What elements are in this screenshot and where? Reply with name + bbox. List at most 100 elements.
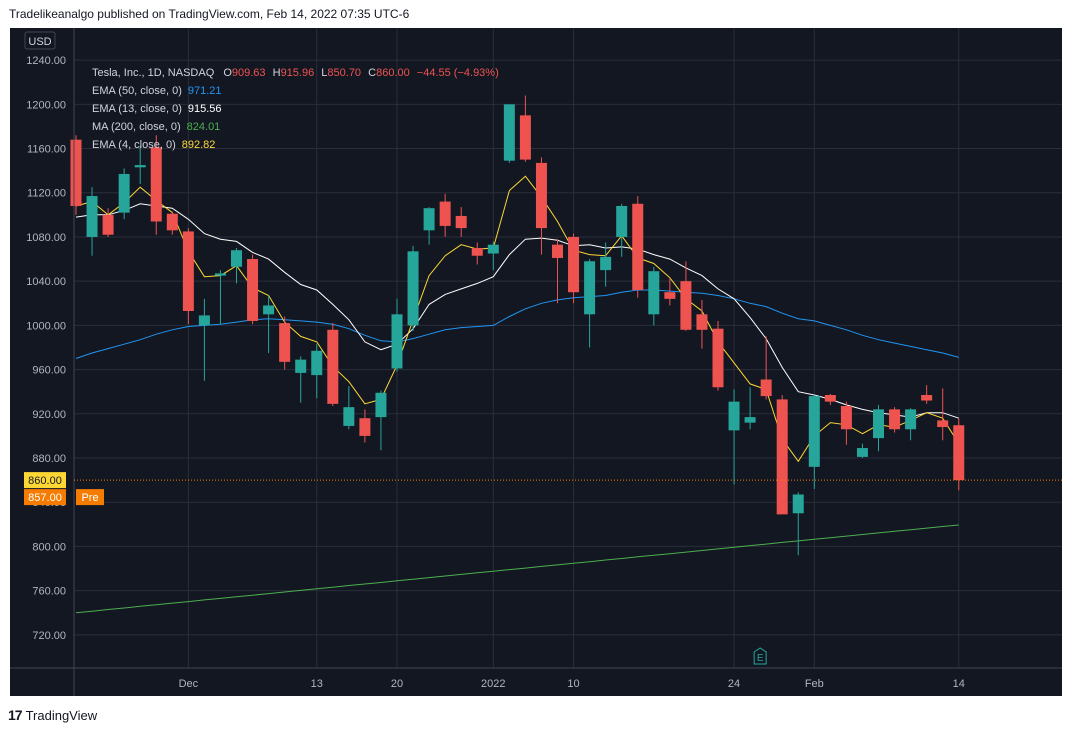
legend-ema4-name: EMA (4, close, 0) xyxy=(92,139,176,151)
x-tick-label: 2022 xyxy=(481,678,505,690)
candle-body xyxy=(680,281,692,330)
indicator-line-1 xyxy=(75,203,959,419)
candle-body xyxy=(632,203,644,290)
published-caption: Tradelikeanalgo published on TradingView… xyxy=(9,7,410,21)
candle-body xyxy=(824,395,836,402)
currency-label: USD xyxy=(28,36,51,48)
open-label: O xyxy=(223,67,232,79)
y-tick-label: 720.00 xyxy=(32,630,66,642)
candle-body xyxy=(873,409,884,439)
x-tick-label: 13 xyxy=(311,678,323,690)
candle-body xyxy=(311,350,323,376)
symbol-label: Tesla, Inc., 1D, NASDAQ xyxy=(92,67,215,79)
high-label: H xyxy=(272,67,281,79)
footer-brand: TradingView xyxy=(25,707,98,723)
y-tick-label: 920.00 xyxy=(32,409,66,421)
last-price-badge xyxy=(24,472,66,489)
candle-body xyxy=(487,244,499,254)
x-tick-label: 20 xyxy=(391,678,403,690)
legend-ema50-name: EMA (50, close, 0) xyxy=(92,85,182,97)
candle-body xyxy=(86,196,98,237)
y-tick-label: 1000.00 xyxy=(26,320,66,332)
candle-body xyxy=(728,401,740,431)
candle-body xyxy=(519,115,531,160)
candle-body xyxy=(792,494,804,514)
chart-area[interactable]: 1240.00 1200.00 1160.00 1120.00 1080.00 1040.… xyxy=(10,28,1062,696)
y-tick-label: 1240.00 xyxy=(26,55,66,67)
candle-body xyxy=(327,329,339,404)
indicator-line-2 xyxy=(75,524,959,614)
candle-body xyxy=(664,292,676,299)
candle-body xyxy=(70,139,82,206)
legend-title-row: Tesla, Inc., 1D, NASDAQ O909.63 H915.96 … xyxy=(92,64,499,82)
axes: 1240.00 1200.00 1160.00 1120.00 1080.00 1040.… xyxy=(10,28,1062,696)
candlestick-chart[interactable]: 1240.00 1200.00 1160.00 1120.00 1080.00 1040.… xyxy=(10,28,1062,696)
candle-body xyxy=(503,104,515,161)
candles xyxy=(70,95,965,556)
pre-tag-badge xyxy=(76,489,104,506)
low-label: L xyxy=(321,67,328,79)
candle-body xyxy=(375,392,387,418)
x-tick-label: 24 xyxy=(728,678,740,690)
candle-body xyxy=(568,236,580,293)
candle-body xyxy=(889,409,901,430)
earnings-marker-label: E xyxy=(757,653,764,664)
candle-body xyxy=(600,256,612,271)
candle-body xyxy=(214,273,226,276)
candle-body xyxy=(134,165,146,168)
legend-ema13-value: 915.56 xyxy=(187,103,222,115)
legend-ema13-name: EMA (13, close, 0) xyxy=(92,103,182,115)
candle-body xyxy=(198,315,210,326)
candle-body xyxy=(455,215,467,229)
y-tick-label: 1080.00 xyxy=(26,232,66,244)
y-tick-label: 960.00 xyxy=(32,365,66,377)
close-label: C xyxy=(368,67,377,79)
legend-ma200-value: 824.01 xyxy=(186,121,221,133)
earnings-marker-icon xyxy=(753,647,767,665)
x-tick-label: 10 xyxy=(567,678,579,690)
candle-body xyxy=(744,417,756,423)
high-value: 915.96 xyxy=(280,67,315,79)
grid-lines xyxy=(74,28,1062,668)
candle-body xyxy=(279,323,291,362)
candle-body xyxy=(150,147,162,222)
candle-body xyxy=(953,425,965,481)
legend: Tesla, Inc., 1D, NASDAQ O909.63 H915.96 … xyxy=(92,64,499,154)
change-value: −44.55 (−4.93%) xyxy=(416,67,499,79)
currency-box xyxy=(24,31,56,50)
candle-body xyxy=(182,231,194,311)
legend-ema4-value: 892.82 xyxy=(181,139,216,151)
indicator-line-0 xyxy=(75,289,959,359)
candle-body xyxy=(921,395,933,401)
candle-body xyxy=(840,406,852,430)
candle-body xyxy=(295,359,307,373)
low-value: 850.70 xyxy=(327,67,362,79)
close-value: 860.00 xyxy=(376,67,410,79)
candle-body xyxy=(391,314,403,369)
candle-body xyxy=(616,206,628,237)
y-tick-label: 760.00 xyxy=(32,586,66,598)
pre-price-label: 857.00 xyxy=(28,492,62,504)
y-tick-label: 1160.00 xyxy=(27,144,66,156)
candle-body xyxy=(359,418,371,436)
x-tick-label: 14 xyxy=(953,678,965,690)
candle-body xyxy=(407,251,419,326)
candle-body xyxy=(712,328,724,388)
candle-body xyxy=(905,409,917,430)
tradingview-logo-icon: 17 xyxy=(8,707,23,723)
candle-body xyxy=(776,399,788,515)
y-tick-label: 1200.00 xyxy=(26,99,66,111)
candle-body xyxy=(166,213,178,231)
candle-body xyxy=(263,305,275,315)
candle-body xyxy=(535,162,547,229)
candle-body xyxy=(552,244,563,258)
legend-ema50-value: 971.21 xyxy=(187,85,222,97)
candle-body xyxy=(648,271,660,315)
legend-ema4: EMA (4, close, 0) 892.82 xyxy=(92,136,499,154)
y-tick-label: 1120.00 xyxy=(27,188,66,200)
y-tick-label: 1040.00 xyxy=(26,276,66,288)
candle-body xyxy=(423,208,435,231)
pre-tag-label: Pre xyxy=(81,492,98,504)
x-tick-label: Dec xyxy=(179,678,199,690)
candle-body xyxy=(439,201,451,226)
